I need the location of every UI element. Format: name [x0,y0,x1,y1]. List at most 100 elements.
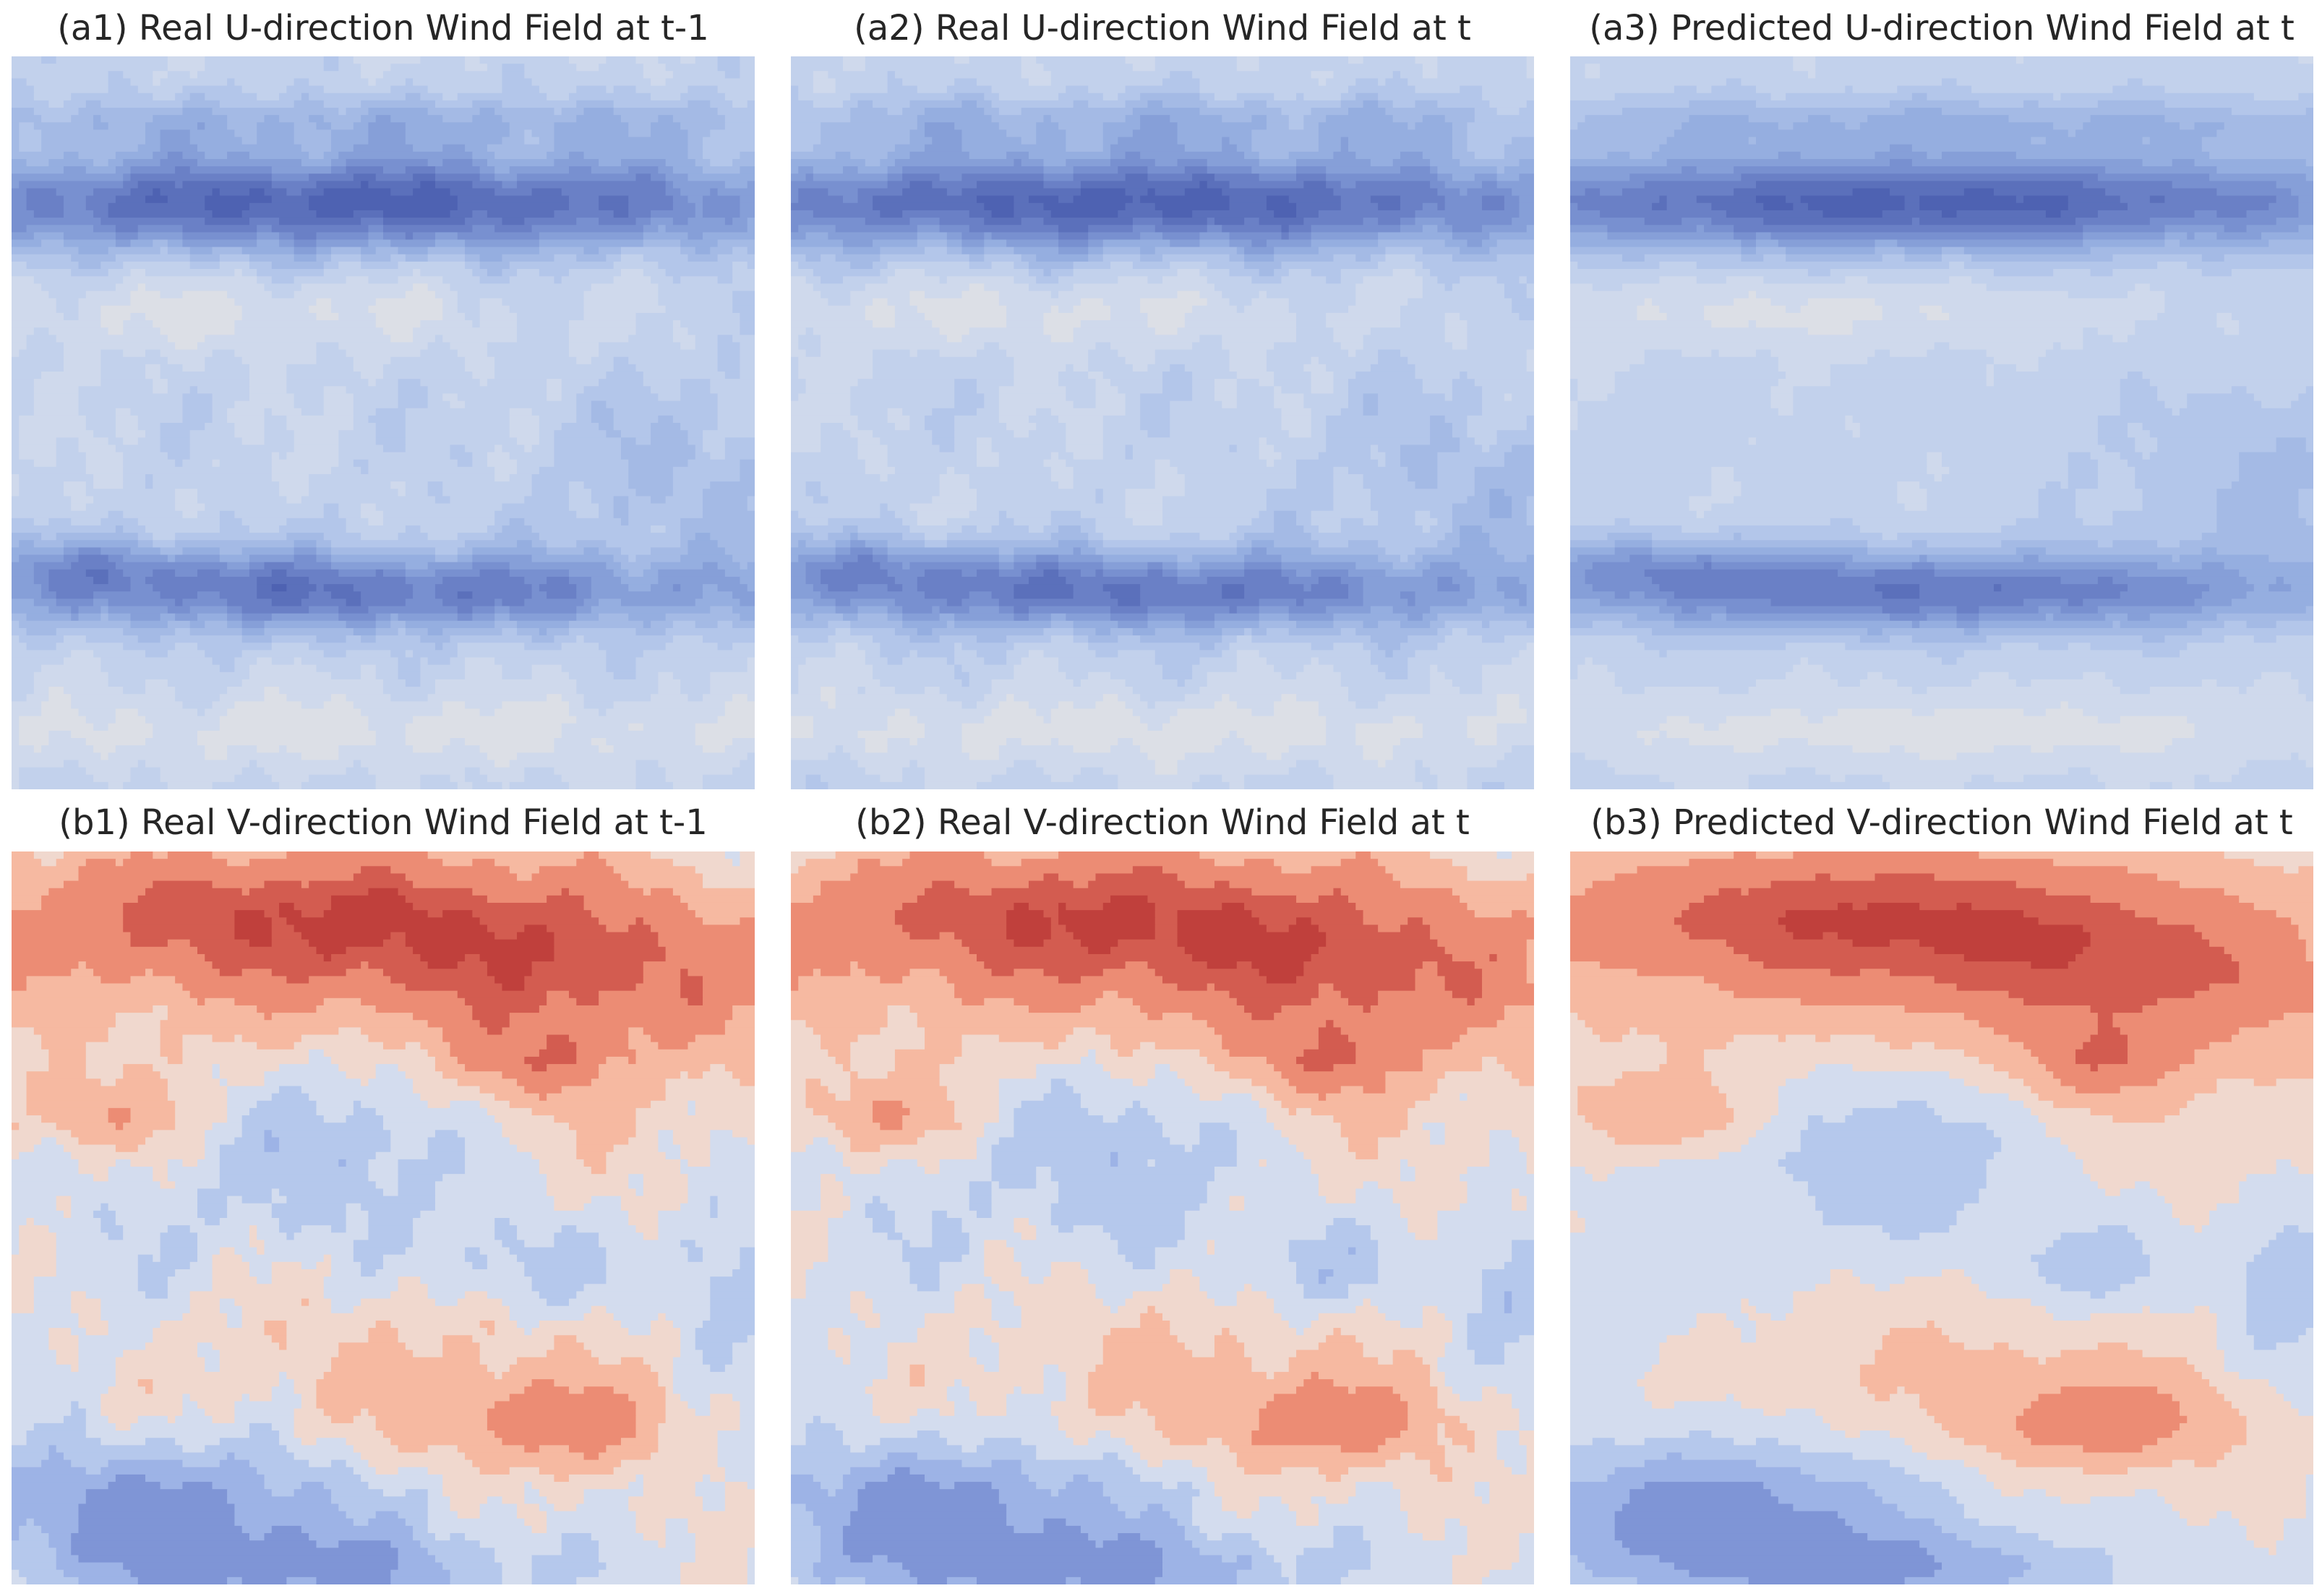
contour-cell [1621,687,1645,695]
contour-cell [472,859,495,867]
contour-cell [1154,701,1215,709]
contour-cell [917,760,1014,768]
contour-cell [294,902,332,911]
contour-cell [932,137,962,145]
contour-cell [1621,254,1645,262]
contour-cell [1408,657,1512,666]
contour-cell [1911,540,1927,548]
contour-cell [93,188,131,197]
contour-cell [442,627,502,636]
contour-cell [205,202,250,211]
contour-cell [887,445,941,453]
contour-cell [182,1034,213,1043]
contour-cell [494,859,577,867]
contour-cell [160,246,168,255]
contour-cell [791,122,821,130]
contour-cell [189,606,228,614]
contour-cell [48,694,72,702]
contour-cell [2045,547,2203,556]
contour-cell [894,708,910,717]
contour-cell [813,723,888,732]
contour-cell [2120,620,2188,629]
contour-cell [479,173,495,181]
contour-cell [2298,195,2313,204]
contour-cell [383,518,495,526]
contour-cell [946,620,955,629]
contour-cell [1644,356,1779,365]
contour-cell [835,78,888,87]
contour-cell [1570,489,1712,497]
contour-cell [2179,650,2313,658]
contour-cell [791,701,828,709]
contour-cell [1800,195,1906,204]
contour-cell [361,503,377,512]
contour-cell [375,298,443,306]
contour-cell [2164,195,2277,204]
contour-cell [710,672,755,680]
contour-cell [2291,672,2313,680]
contour-cell [257,276,273,284]
contour-cell [665,181,674,189]
contour-cell [576,254,607,262]
contour-cell [331,562,406,570]
contour-cell [1437,452,1505,460]
contour-cell [984,202,1014,211]
contour-cell [1050,408,1126,416]
contour-cell [850,393,955,402]
contour-cell [813,716,888,724]
contour-cell [12,283,42,291]
contour-cell [1452,430,1468,438]
contour-cell [1132,738,1222,746]
contour-cell [1326,445,1371,453]
contour-cell [361,1078,369,1086]
contour-cell [798,679,881,687]
contour-cell [547,547,585,556]
contour-cell [977,349,1007,358]
contour-cell [887,452,977,460]
contour-cell [606,708,726,717]
contour-cell [346,107,369,116]
contour-cell [1437,643,1528,651]
contour-cell [740,349,755,358]
contour-cell [12,723,20,732]
contour-cell [2216,188,2292,197]
contour-cell [865,466,896,475]
contour-cell [1244,254,1274,262]
contour-cell [1570,701,2061,709]
contour-cell [531,129,554,138]
contour-cell [2157,261,2188,270]
contour-cell [63,554,80,563]
contour-cell [1080,525,1096,533]
contour-cell [1110,613,1148,622]
contour-cell [361,466,369,475]
contour-cell [583,701,614,709]
contour-cell [197,591,220,599]
contour-cell [740,598,755,607]
contour-cell [850,430,873,438]
contour-cell [123,452,168,460]
contour-cell [457,202,570,211]
contour-cell [1318,246,1386,255]
contour-cell [850,598,896,607]
contour-cell [1378,232,1453,241]
contour-cell [457,650,607,658]
contour-cell [1288,298,1356,306]
contour-cell [1577,664,1608,673]
contour-cell [1504,166,1534,174]
contour-cell [1028,151,1111,160]
contour-cell [12,866,80,874]
contour-cell [160,1020,429,1028]
contour-cell [1674,781,1749,789]
contour-cell [1326,415,1431,424]
contour-cell [539,1093,547,1102]
contour-cell [628,1027,644,1036]
contour-cell [894,269,925,277]
contour-cell [1460,540,1490,548]
contour-cell [591,910,696,918]
contour-cell [2120,452,2143,460]
contour-cell [271,408,302,416]
contour-cell [479,166,495,174]
contour-cell [1259,437,1267,445]
contour-cell [219,569,250,578]
contour-cell [1370,158,1394,167]
